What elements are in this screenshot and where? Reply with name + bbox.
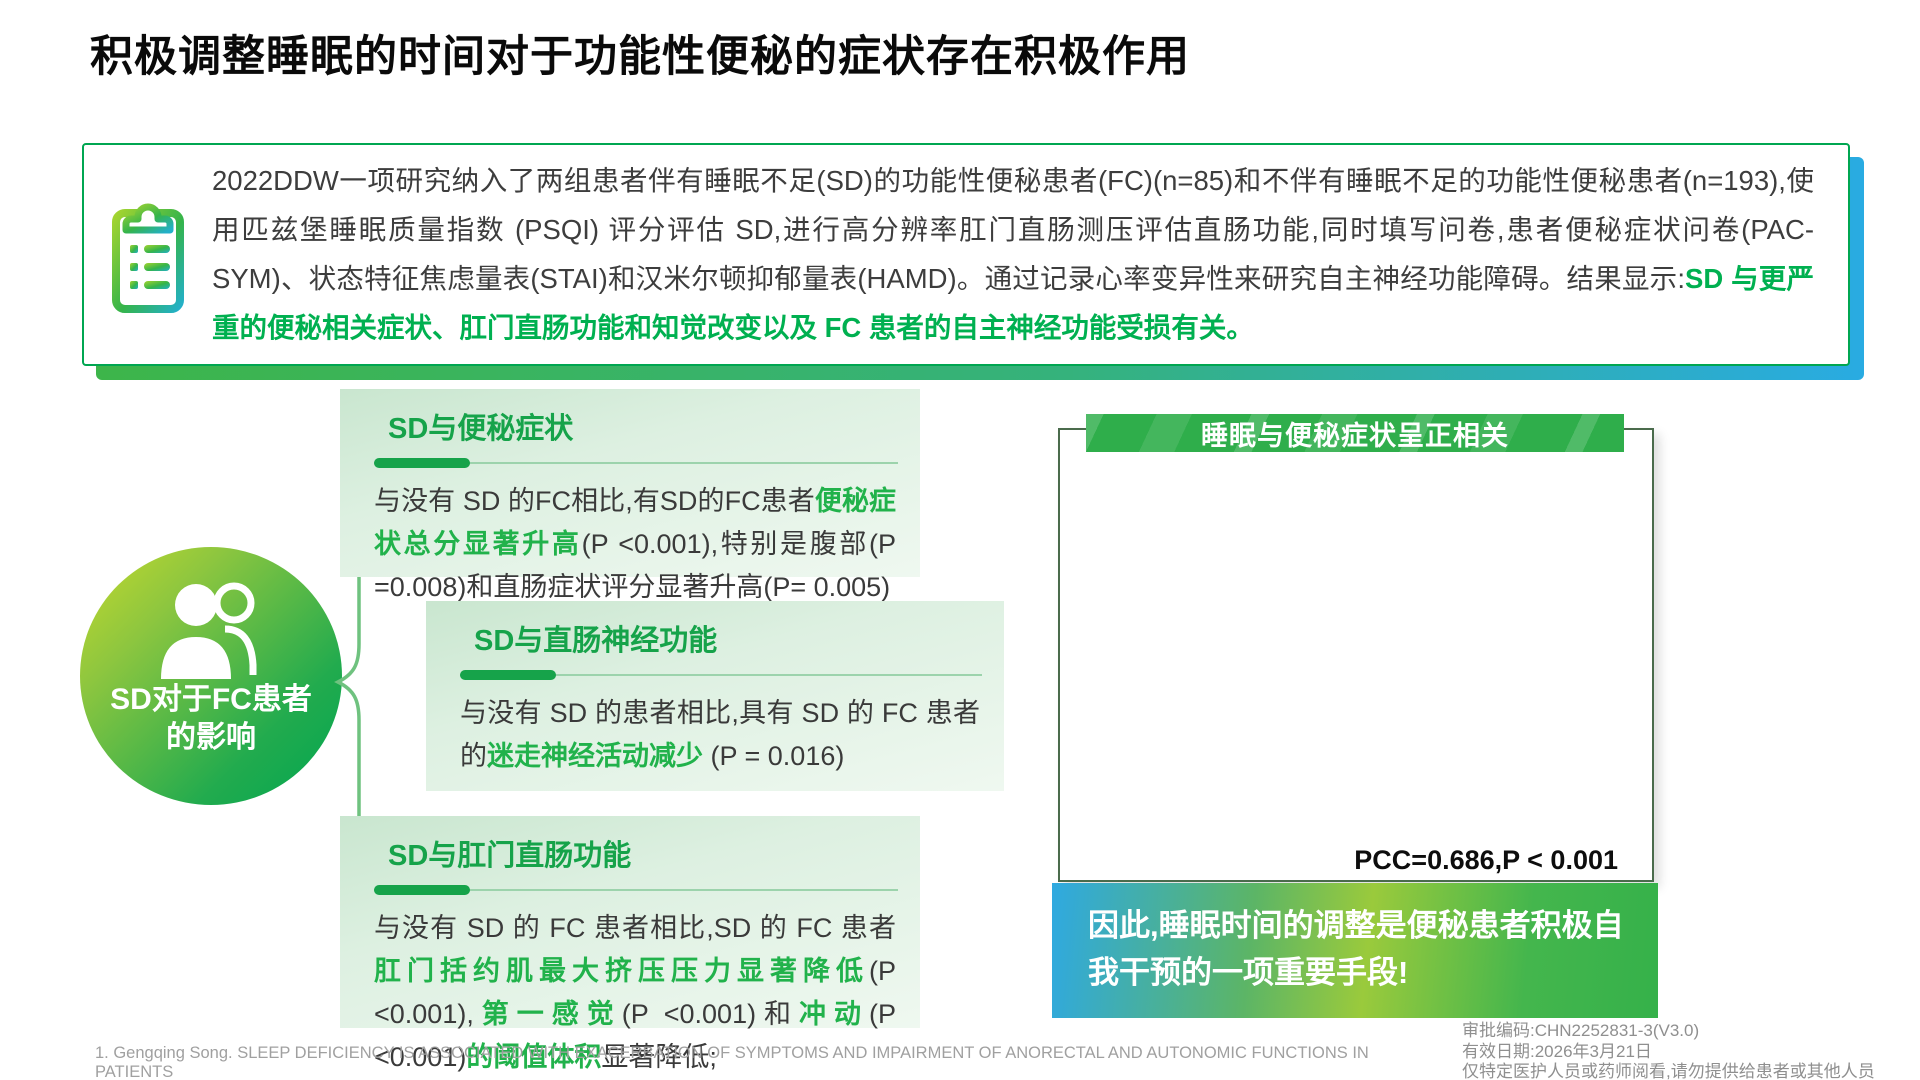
finding-title: SD与肛门直肠功能 (388, 840, 632, 872)
finding-text: (P <0.001),特别是腹部(P =0.008)和直肠症状评分显著升高(P=… (374, 529, 896, 602)
study-intro-text: 2022DDW一项研究纳入了两组患者伴有睡眠不足(SD)的功能性便秘患者(FC)… (212, 165, 1814, 294)
approval-footnote: 审批编码:CHN2252831-3(V3.0) 有效日期:2026年3月21日 … (1462, 1021, 1912, 1080)
finding-box-rectal-nerve-function: SD与直肠神经功能 与没有 SD 的患者相比,具有 SD 的 FC 患者的迷走神… (426, 601, 1004, 791)
finding-title: SD与直肠神经功能 (474, 625, 718, 657)
finding-body: 与没有 SD 的患者相比,具有 SD 的 FC 患者的迷走神经活动减少 (P =… (460, 692, 980, 778)
valid-date: 有效日期:2026年3月21日 (1462, 1041, 1652, 1061)
finding-box-anorectal-function: SD与肛门直肠功能 与没有 SD 的 FC 患者相比,SD 的 FC 患者肛门括… (340, 816, 920, 1072)
finding-text: (P <0.001)和 (621, 999, 800, 1029)
finding-highlight-text: 冲动 (799, 999, 870, 1029)
finding-highlight-text: 第一感觉 (473, 999, 622, 1029)
finding-title: SD与便秘症状 (388, 413, 574, 445)
finding-text: 与没有 SD 的 FC 患者相比,SD 的 FC 患者 (374, 913, 896, 943)
chart-title-banner: 睡眠与便秘症状呈正相关 (1086, 414, 1624, 452)
page-title: 积极调整睡眠的时间对于功能性便秘的症状存在积极作用 (90, 33, 1190, 81)
finding-text: 与没有 SD 的FC相比,有SD的FC患者 (374, 486, 815, 516)
finding-divider (460, 670, 982, 680)
finding-divider (374, 885, 898, 895)
sd-impact-badge: SD对于FC患者 的影响 (80, 547, 342, 805)
finding-text: (P <0.001) (374, 999, 897, 1072)
conclusion-banner: 因此,睡眠时间的调整是便秘患者积极自我干预的一项重要手段! (1052, 883, 1658, 1018)
badge-label-line2: 的影响 (165, 721, 256, 754)
study-summary-box: 2022DDW一项研究纳入了两组患者伴有睡眠不足(SD)的功能性便秘患者(FC)… (82, 143, 1850, 366)
clipboard-list-icon (112, 203, 184, 313)
patients-group-icon (161, 582, 257, 679)
finding-text: (P = 0.016) (703, 741, 845, 771)
correlation-stat: PCC=0.686,P < 0.001 (1354, 845, 1618, 875)
approval-code: 审批编码:CHN2252831-3(V3.0) (1462, 1021, 1700, 1040)
scatter-plot (1106, 472, 1626, 872)
finding-text: (P <0.001), (374, 956, 896, 1029)
finding-highlight-text: 的阈值体积 (466, 1042, 602, 1072)
finding-highlight-text: 便秘症状总分显著升高 (374, 486, 896, 559)
reference-footnote: 1. Gengqing Song. SLEEP DEFICIENCY IS AS… (95, 1044, 1435, 1080)
study-result-highlight: SD 与更严重的便秘相关症状、肛门直肠功能和知觉改变以及 FC 患者的自主神经功… (212, 263, 1814, 343)
finding-highlight-text: 迷走神经活动减少 (487, 741, 703, 771)
finding-text: 显著降低; (601, 1042, 717, 1072)
badge-label-line1: SD对于FC患者 (110, 683, 312, 716)
finding-divider (374, 458, 898, 468)
scatter-chart-panel: 睡眠与便秘症状呈正相关 PCC=0.686,P < 0.001 (1058, 414, 1654, 882)
finding-body: 与没有 SD 的FC相比,有SD的FC患者便秘症状总分显著升高(P <0.001… (374, 480, 896, 609)
study-summary-text: 2022DDW一项研究纳入了两组患者伴有睡眠不足(SD)的功能性便秘患者(FC)… (212, 156, 1814, 352)
badge-label: SD对于FC患者 的影响 (110, 681, 312, 757)
finding-text: 与没有 SD 的患者相比,具有 SD 的 FC 患者的 (460, 698, 980, 771)
finding-box-constipation-symptoms: SD与便秘症状 与没有 SD 的FC相比,有SD的FC患者便秘症状总分显著升高(… (340, 389, 920, 602)
reference-line1: 1. Gengqing Song. SLEEP DEFICIENCY IS AS… (95, 1044, 1369, 1080)
finding-highlight-text: 肛门括约肌最大挤压压力显著降低 (374, 956, 869, 986)
audience-note: 仅特定医护人员或药师阅看,请勿提供给患者或其他人员 (1462, 1062, 1875, 1080)
finding-body: 与没有 SD 的 FC 患者相比,SD 的 FC 患者肛门括约肌最大挤压压力显著… (374, 907, 896, 1079)
